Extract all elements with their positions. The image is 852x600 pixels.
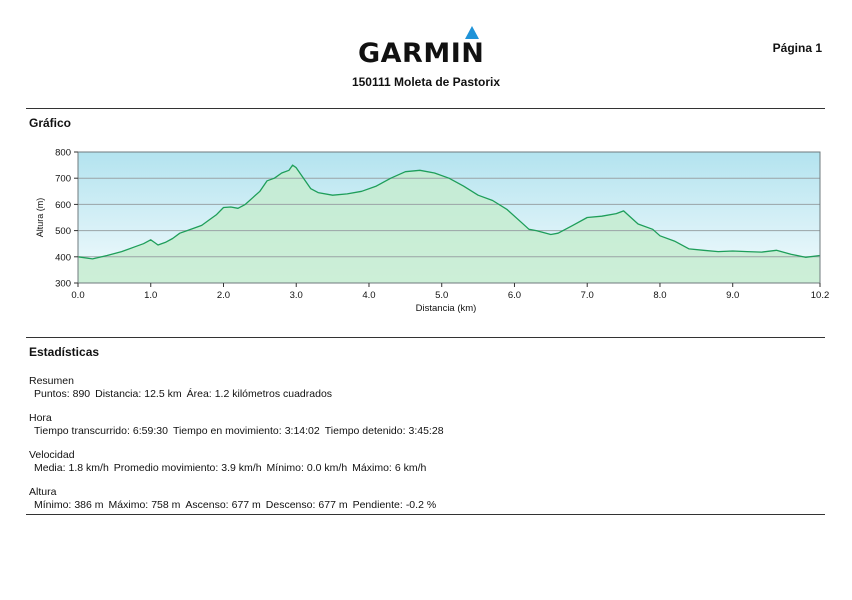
x-tick-label: 8.0	[653, 290, 666, 301]
y-tick-label: 600	[55, 200, 71, 211]
x-tick-label: 5.0	[435, 290, 448, 301]
stat-value: 0.0 km/h	[306, 462, 348, 474]
stats-line: Media: 1.8 km/h Promedio movimiento: 3.9 km…	[29, 462, 449, 475]
stat-value: 677 m	[318, 499, 348, 511]
stats-section-title: Estadísticas	[29, 345, 100, 359]
x-tick-label: 2.0	[217, 290, 230, 301]
chart-divider	[26, 337, 825, 338]
stats-group: Hora Tiempo transcurrido: 6:59:30 Tiempo en…	[29, 412, 449, 438]
stat-value: 758 m	[151, 499, 181, 511]
stats-group: Resumen Puntos: 890 Distancia: 12.5 km Área: 1…	[29, 375, 449, 401]
plot-frame	[77, 151, 821, 284]
stat-label: Distancia:	[95, 388, 142, 400]
x-tick-label: 3.0	[290, 290, 303, 301]
stats-line: Tiempo transcurrido: 6:59:30 Tiempo en mov…	[29, 425, 449, 438]
stat-value: 6:59:30	[132, 425, 168, 437]
stat-item: Ascenso: 677 m	[185, 499, 260, 511]
stat-label: Tiempo detenido:	[324, 425, 406, 437]
stats-group-title: Velocidad	[29, 449, 75, 461]
stat-label: Máximo:	[108, 499, 149, 511]
garmin-logo: GARMIN	[358, 26, 490, 72]
stat-label: Máximo:	[352, 462, 392, 474]
stat-item: Mínimo: 386 m	[34, 499, 104, 511]
x-tick-label: 10.2	[811, 290, 830, 301]
stat-label: Tiempo en movimiento:	[172, 425, 282, 437]
y-tick-label: 700	[55, 174, 71, 185]
page-number: Página 1	[772, 41, 822, 55]
header-divider	[26, 108, 825, 109]
stats-group: Velocidad Media: 1.8 km/h Promedio movimien…	[29, 449, 449, 475]
stat-item: Mínimo: 0.0 km/h	[267, 462, 348, 474]
footer-divider	[26, 514, 825, 515]
stat-label: Descenso:	[265, 499, 316, 511]
graph-section-title: Gráfico	[29, 116, 72, 130]
stats-group-title: Resumen	[29, 375, 74, 387]
stat-value: 677 m	[231, 499, 261, 511]
x-tick-label: 4.0	[362, 290, 375, 301]
stat-item: Área: 1.2 kilómetros cuadrados	[187, 388, 332, 400]
stat-item: Máximo: 6 km/h	[352, 462, 426, 474]
x-tick-label: 7.0	[581, 290, 594, 301]
document-title: 150111 Moleta de Pastorix	[351, 75, 501, 89]
y-axis-label: Altura (m)	[35, 198, 45, 238]
x-axis-label: Distancia (km)	[416, 303, 477, 314]
stat-value: 1.8 km/h	[68, 462, 109, 474]
x-tick-label: 0.0	[71, 290, 84, 301]
stat-value: 1.2 kilómetros cuadrados	[214, 388, 333, 400]
stats-group: Altura Mínimo: 386 m Máximo: 758 m Ascenso: 67…	[29, 486, 449, 512]
stat-item: Distancia: 12.5 km	[95, 388, 181, 400]
stat-item: Puntos: 890	[34, 388, 90, 400]
stat-value: 12.5 km	[144, 388, 182, 400]
stat-value: 6 km/h	[394, 462, 427, 474]
y-tick-label: 500	[55, 226, 71, 237]
stat-item: Promedio movimiento: 3.9 km/h	[114, 462, 262, 474]
stat-item: Tiempo en movimiento: 3:14:02	[173, 425, 320, 437]
y-tick-label: 800	[55, 148, 71, 159]
stat-value: 3.9 km/h	[221, 462, 262, 474]
stat-label: Tiempo transcurrido:	[34, 425, 130, 437]
garmin-triangle-icon	[465, 26, 479, 39]
y-tick-label: 300	[55, 279, 71, 290]
stats-line: Puntos: 890 Distancia: 12.5 km Área: 1.2 kiló…	[29, 388, 449, 401]
stat-label: Pendiente:	[352, 499, 403, 511]
stats-panel: Resumen Puntos: 890 Distancia: 12.5 km Área: 1…	[29, 375, 449, 523]
stat-item: Tiempo transcurrido: 6:59:30	[34, 425, 168, 437]
stat-item: Media: 1.8 km/h	[34, 462, 109, 474]
x-tick-label: 6.0	[508, 290, 521, 301]
stat-label: Media:	[34, 462, 66, 474]
stat-label: Área:	[186, 388, 212, 400]
stat-label: Ascenso:	[185, 499, 229, 511]
x-tick-label: 1.0	[144, 290, 157, 301]
stat-item: Tiempo detenido: 3:45:28	[325, 425, 444, 437]
stat-value: 3:14:02	[284, 425, 320, 437]
stats-line: Mínimo: 386 m Máximo: 758 m Ascenso: 677 m Des…	[29, 499, 449, 512]
elevation-chart: 300 400 500 600 700 800 0.0 1.0 2.0 3.0 4.0 5.0 6.0 7…	[35, 148, 830, 315]
stats-group-title: Altura	[29, 486, 57, 498]
stat-value: 890	[72, 388, 91, 400]
stat-label: Puntos:	[34, 388, 70, 400]
y-tick-label: 400	[55, 252, 71, 263]
elevation-area	[78, 165, 820, 283]
x-tick-label: 9.0	[726, 290, 739, 301]
elevation-line	[77, 164, 821, 260]
stat-label: Promedio movimiento:	[113, 462, 219, 474]
stat-value: 386 m	[74, 499, 104, 511]
stats-group-title: Hora	[29, 412, 52, 424]
stat-item: Descenso: 677 m	[266, 499, 348, 511]
garmin-wordmark: GARMIN	[358, 38, 485, 69]
stat-item: Máximo: 758 m	[109, 499, 181, 511]
stat-item: Pendiente: -0.2 %	[353, 499, 437, 511]
stat-value: 3:45:28	[408, 425, 444, 437]
stat-label: Mínimo:	[34, 499, 72, 511]
stat-value: -0.2 %	[405, 499, 437, 511]
stat-label: Mínimo:	[266, 462, 304, 474]
